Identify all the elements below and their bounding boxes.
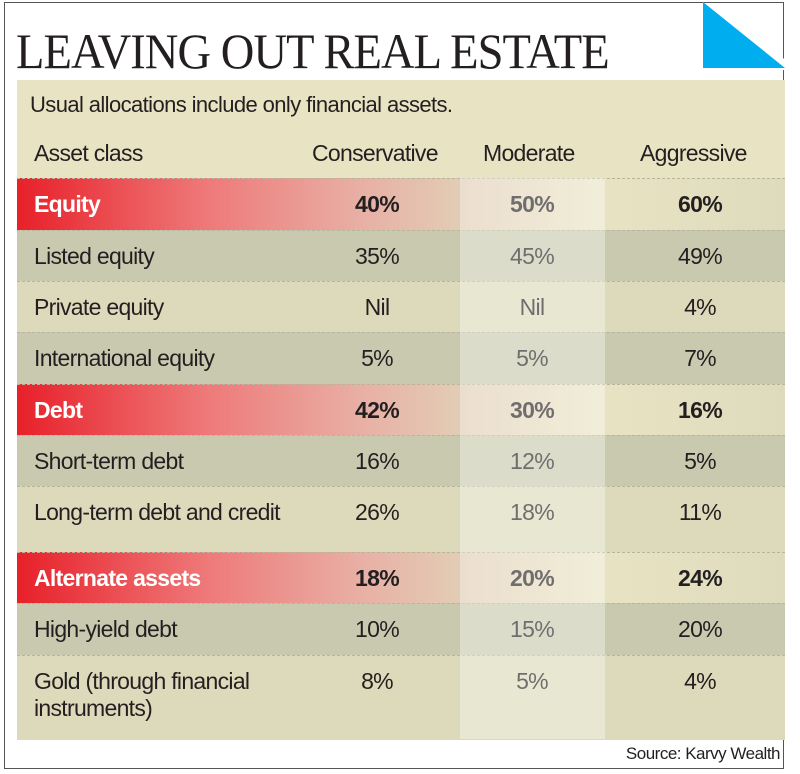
row-label: High-yield debt <box>34 616 178 642</box>
header-aggressive: Aggressive <box>640 140 747 166</box>
table-row: Long-term debt and credit 26% 18% 11% <box>17 486 785 553</box>
conservative-value: 10% <box>355 616 400 642</box>
moderate-value: 5% <box>516 668 549 694</box>
row-label: Debt <box>34 397 83 423</box>
row-label: Listed equity <box>34 243 155 269</box>
table-row: Private equity Nil Nil 4% <box>17 281 785 333</box>
table-row: Listed equity 35% 45% 49% <box>17 230 785 282</box>
table-row: Gold (through financial instruments) 8% 5%… <box>17 655 785 740</box>
aggressive-value: 4% <box>684 294 717 320</box>
row-label: Gold (through financial instruments) <box>34 668 250 721</box>
table-section-row: Alternate assets 18% 20% 24% <box>17 552 785 604</box>
table-row: International equity 5% 5% 7% <box>17 332 785 385</box>
source-note: Source: Karvy Wealth <box>625 744 781 763</box>
table-section-row: Equity 40% 50% 60% <box>17 178 785 231</box>
header-conservative: Conservative <box>312 140 439 166</box>
moderate-value: 20% <box>510 565 555 591</box>
row-label: Equity <box>34 191 101 217</box>
conservative-value: 8% <box>361 668 394 694</box>
aggressive-value: 5% <box>684 448 717 474</box>
moderate-value: 50% <box>510 191 555 217</box>
aggressive-value: 11% <box>678 499 722 525</box>
conservative-value: 26% <box>355 499 400 525</box>
conservative-value: 40% <box>355 191 400 217</box>
conservative-value: 18% <box>355 565 400 591</box>
header-moderate: Moderate <box>483 140 575 166</box>
header-asset-class: Asset class <box>34 140 143 166</box>
aggressive-value: 24% <box>678 565 723 591</box>
aggressive-value: 60% <box>678 191 723 217</box>
conservative-value: 5% <box>361 345 394 371</box>
subtitle: Usual allocations include only financial… <box>30 92 453 117</box>
table-row: Short-term debt 16% 12% 5% <box>17 435 785 487</box>
moderate-value: 30% <box>510 397 555 423</box>
moderate-value: Nil <box>519 294 545 320</box>
row-label: Long-term debt and credit <box>34 499 281 525</box>
table-row: High-yield debt 10% 15% 20% <box>17 603 785 656</box>
moderate-value: 12% <box>510 448 555 474</box>
folded-corner-icon <box>703 2 800 70</box>
moderate-value: 18% <box>510 499 555 525</box>
row-label: Alternate assets <box>34 565 201 591</box>
row-label: Private equity <box>34 294 164 320</box>
row-label: Short-term debt <box>34 448 184 474</box>
conservative-value: 42% <box>355 397 400 423</box>
aggressive-value: 49% <box>678 243 723 269</box>
moderate-value: 45% <box>510 243 555 269</box>
table-section-row: Debt 42% 30% 16% <box>17 384 785 436</box>
conservative-value: 35% <box>355 243 400 269</box>
conservative-value: 16% <box>355 448 400 474</box>
page-title: LEAVING OUT REAL ESTATE <box>16 23 610 79</box>
aggressive-value: 7% <box>684 345 717 371</box>
allocation-table: Usual allocations include only financial… <box>17 80 785 740</box>
aggressive-value: 20% <box>678 616 723 642</box>
row-label: International equity <box>34 345 215 371</box>
aggressive-value: 4% <box>684 668 717 694</box>
aggressive-value: 16% <box>678 397 723 423</box>
conservative-value: Nil <box>364 294 390 320</box>
moderate-value: 15% <box>510 616 555 642</box>
moderate-value: 5% <box>516 345 549 371</box>
